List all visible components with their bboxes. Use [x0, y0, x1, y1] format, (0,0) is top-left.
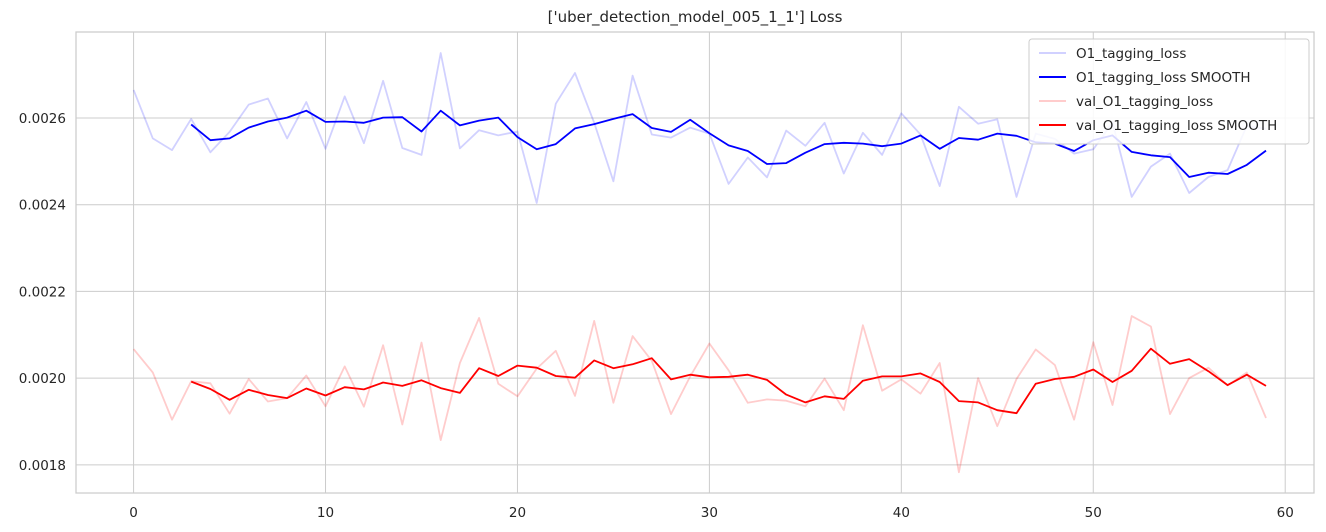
x-tick-label: 60 — [1277, 505, 1294, 521]
legend-label: O1_tagging_loss SMOOTH — [1076, 70, 1251, 86]
x-tick-label: 40 — [893, 505, 910, 521]
x-axis: 0 10 20 30 40 50 60 — [129, 505, 1294, 521]
legend-box — [1028, 38, 1310, 145]
y-tick-label: 0.0020 — [19, 371, 66, 387]
legend-label: val_O1_tagging_loss SMOOTH — [1076, 118, 1277, 134]
series-line-3 — [190, 347, 1267, 415]
x-tick-label: 30 — [701, 505, 718, 521]
y-tick-label: 0.0018 — [19, 458, 66, 474]
x-tick-label: 50 — [1085, 505, 1102, 521]
x-tick-label: 10 — [317, 505, 334, 521]
plot-frame — [75, 31, 1315, 494]
chart-title: ['uber_detection_model_005_1_1'] Loss — [548, 8, 843, 27]
legend-label: O1_tagging_loss — [1076, 46, 1186, 62]
y-axis: 0.0018 0.0020 0.0022 0.0024 0.0026 — [19, 111, 66, 474]
legend-label: val_O1_tagging_loss — [1076, 94, 1213, 110]
x-tick-label: 0 — [129, 505, 138, 521]
y-tick-label: 0.0026 — [19, 111, 66, 127]
legend: O1_tagging_loss O1_tagging_loss SMOOTH val… — [1028, 38, 1310, 145]
y-tick-label: 0.0024 — [19, 198, 66, 214]
series-line-2 — [132, 315, 1267, 474]
y-tick-label: 0.0022 — [19, 284, 66, 300]
x-tick-label: 20 — [509, 505, 526, 521]
series-line-0 — [132, 52, 1267, 204]
